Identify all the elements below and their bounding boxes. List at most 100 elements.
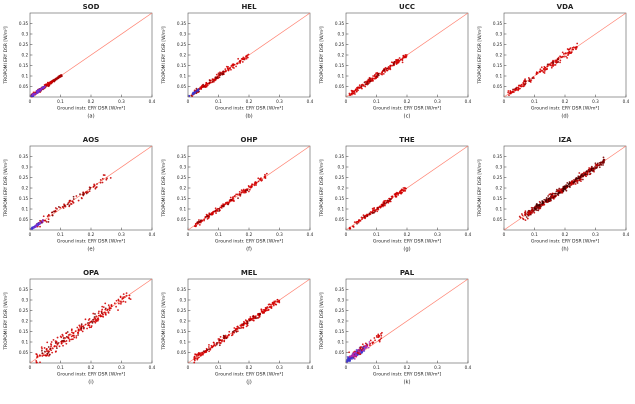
svg-text:0.2: 0.2 [562,232,569,237]
svg-text:0.1: 0.1 [57,232,64,237]
axis-ticks [503,156,627,230]
svg-text:0.15: 0.15 [177,63,187,68]
tick-labels: 0 0.1 0.2 0.3 0.4 0.05 0.1 0.15 0.2 0.25 0.3 0.35 [177,21,314,104]
points-layer [30,174,112,230]
svg-text:0.1: 0.1 [180,340,187,345]
points-layer [518,156,606,222]
scatter-panel-pal: 0 0.1 0.2 0.3 0.4 0.05 0.1 0.15 0.2 0.25 0.3 0.35 PA… [316,267,474,400]
svg-text:0.1: 0.1 [22,74,29,79]
svg-text:0.2: 0.2 [496,186,503,191]
svg-text:0.35: 0.35 [177,21,187,26]
svg-text:0.05: 0.05 [19,350,29,355]
svg-text:0.4: 0.4 [465,232,472,237]
svg-text:0.25: 0.25 [19,175,29,180]
svg-text:0.3: 0.3 [180,32,187,37]
svg-text:0.4: 0.4 [307,365,314,370]
svg-text:0: 0 [345,232,348,237]
svg-text:0.35: 0.35 [177,154,187,159]
points-layer [188,53,250,98]
svg-text:0.1: 0.1 [496,207,503,212]
svg-text:0: 0 [345,99,348,104]
scatter-plot-svg: 0 0.1 0.2 0.3 0.4 0.05 0.1 0.15 0.2 0.25 0.3 0.35 SO… [3,3,156,120]
svg-text:0.3: 0.3 [118,365,125,370]
svg-text:0.15: 0.15 [335,63,345,68]
scatter-plot-svg: 0 0.1 0.2 0.3 0.4 0.05 0.1 0.15 0.2 0.25 0.3 0.35 OP… [3,269,156,386]
panel-letter-label: (k) [403,380,410,386]
panel-title: IZA [558,136,572,144]
svg-text:0.3: 0.3 [496,165,503,170]
tick-labels: 0 0.1 0.2 0.3 0.4 0.05 0.1 0.15 0.2 0.25 0.3 0.35 [335,21,472,104]
svg-text:0.05: 0.05 [177,84,187,89]
points-layer [193,298,281,364]
svg-text:0.2: 0.2 [338,319,345,324]
svg-text:0.05: 0.05 [335,84,345,89]
scatter-plot-svg: 0 0.1 0.2 0.3 0.4 0.05 0.1 0.15 0.2 0.25 0.3 0.35 AO… [3,136,156,253]
svg-text:0.1: 0.1 [496,74,503,79]
svg-text:0: 0 [503,232,506,237]
svg-text:0.2: 0.2 [246,99,253,104]
svg-text:0.35: 0.35 [19,287,29,292]
y-axis-label: TROPOMI ERY DSR [W/m²] [3,292,9,351]
svg-text:0.4: 0.4 [623,232,630,237]
tick-labels: 0 0.1 0.2 0.3 0.4 0.05 0.1 0.15 0.2 0.25 0.3 0.35 [177,154,314,237]
svg-text:0.15: 0.15 [493,196,503,201]
svg-text:0: 0 [187,99,190,104]
x-axis-label: Ground instr. ERY DSR [W/m²] [215,239,283,245]
scatter-plot-svg: 0 0.1 0.2 0.3 0.4 0.05 0.1 0.15 0.2 0.25 0.3 0.35 HE… [161,3,314,120]
y-axis-label: TROPOMI ERY DSR [W/m²] [477,26,483,85]
identity-line [503,12,627,98]
svg-text:0: 0 [187,365,190,370]
svg-text:0.25: 0.25 [177,308,187,313]
svg-text:0.4: 0.4 [149,365,156,370]
svg-text:0.3: 0.3 [22,165,29,170]
panel-letter-label: (i) [88,380,94,386]
x-axis-label: Ground instr. ERY DSR [W/m²] [373,372,441,378]
scatter-panel-ucc: 0 0.1 0.2 0.3 0.4 0.05 0.1 0.15 0.2 0.25 0.3 0.35 UC… [316,1,474,134]
y-axis-label: TROPOMI ERY DSR [W/m²] [3,26,9,85]
panel-letter-label: (a) [87,114,94,120]
svg-text:0.3: 0.3 [592,232,599,237]
axis-ticks [345,156,469,230]
scatter-panel-the: 0 0.1 0.2 0.3 0.4 0.05 0.1 0.15 0.2 0.25 0.3 0.35 TH… [316,134,474,267]
x-axis-label: Ground instr. ERY DSR [W/m²] [57,239,125,245]
y-axis-label: TROPOMI ERY DSR [W/m²] [319,26,325,85]
scatter-panel-sod: 0 0.1 0.2 0.3 0.4 0.05 0.1 0.15 0.2 0.25 0.3 0.35 SO… [0,1,158,134]
svg-text:0.1: 0.1 [22,340,29,345]
panel-letter-label: (b) [245,114,252,120]
y-axis-label: TROPOMI ERY DSR [W/m²] [319,292,325,351]
panel-title: VDA [557,3,574,11]
svg-text:0.35: 0.35 [19,21,29,26]
svg-text:0.2: 0.2 [404,232,411,237]
y-axis-label: TROPOMI ERY DSR [W/m²] [3,159,9,218]
scatter-panel-vda: 0 0.1 0.2 0.3 0.4 0.05 0.1 0.15 0.2 0.25 0.3 0.35 VD… [474,1,632,134]
x-axis-label: Ground instr. ERY DSR [W/m²] [215,106,283,112]
axis-ticks [29,23,153,97]
svg-text:0.2: 0.2 [246,365,253,370]
svg-text:0: 0 [29,99,32,104]
panel-title: SOD [83,3,100,11]
svg-text:0.4: 0.4 [149,99,156,104]
svg-text:0.2: 0.2 [338,186,345,191]
svg-text:0.3: 0.3 [434,365,441,370]
svg-text:0.2: 0.2 [496,53,503,58]
svg-text:0.1: 0.1 [338,207,345,212]
svg-text:0.3: 0.3 [118,232,125,237]
scatter-plot-svg: 0 0.1 0.2 0.3 0.4 0.05 0.1 0.15 0.2 0.25 0.3 0.35 TH… [319,136,472,253]
points-layer [30,74,63,98]
svg-text:0.3: 0.3 [338,32,345,37]
svg-text:0.2: 0.2 [180,186,187,191]
points-layer [348,54,408,96]
panel-title: HEL [241,3,257,11]
svg-text:0.05: 0.05 [493,84,503,89]
panel-title: AOS [83,136,99,144]
panel-title: PAL [400,269,415,277]
svg-text:0.3: 0.3 [496,32,503,37]
tick-labels: 0 0.1 0.2 0.3 0.4 0.05 0.1 0.15 0.2 0.25 0.3 0.35 [493,21,630,104]
svg-text:0: 0 [29,365,32,370]
panel-letter-label: (f) [246,247,252,253]
svg-text:0.35: 0.35 [493,154,503,159]
svg-text:0.15: 0.15 [177,196,187,201]
panel-letter-label: (j) [246,380,252,386]
svg-text:0.05: 0.05 [493,217,503,222]
